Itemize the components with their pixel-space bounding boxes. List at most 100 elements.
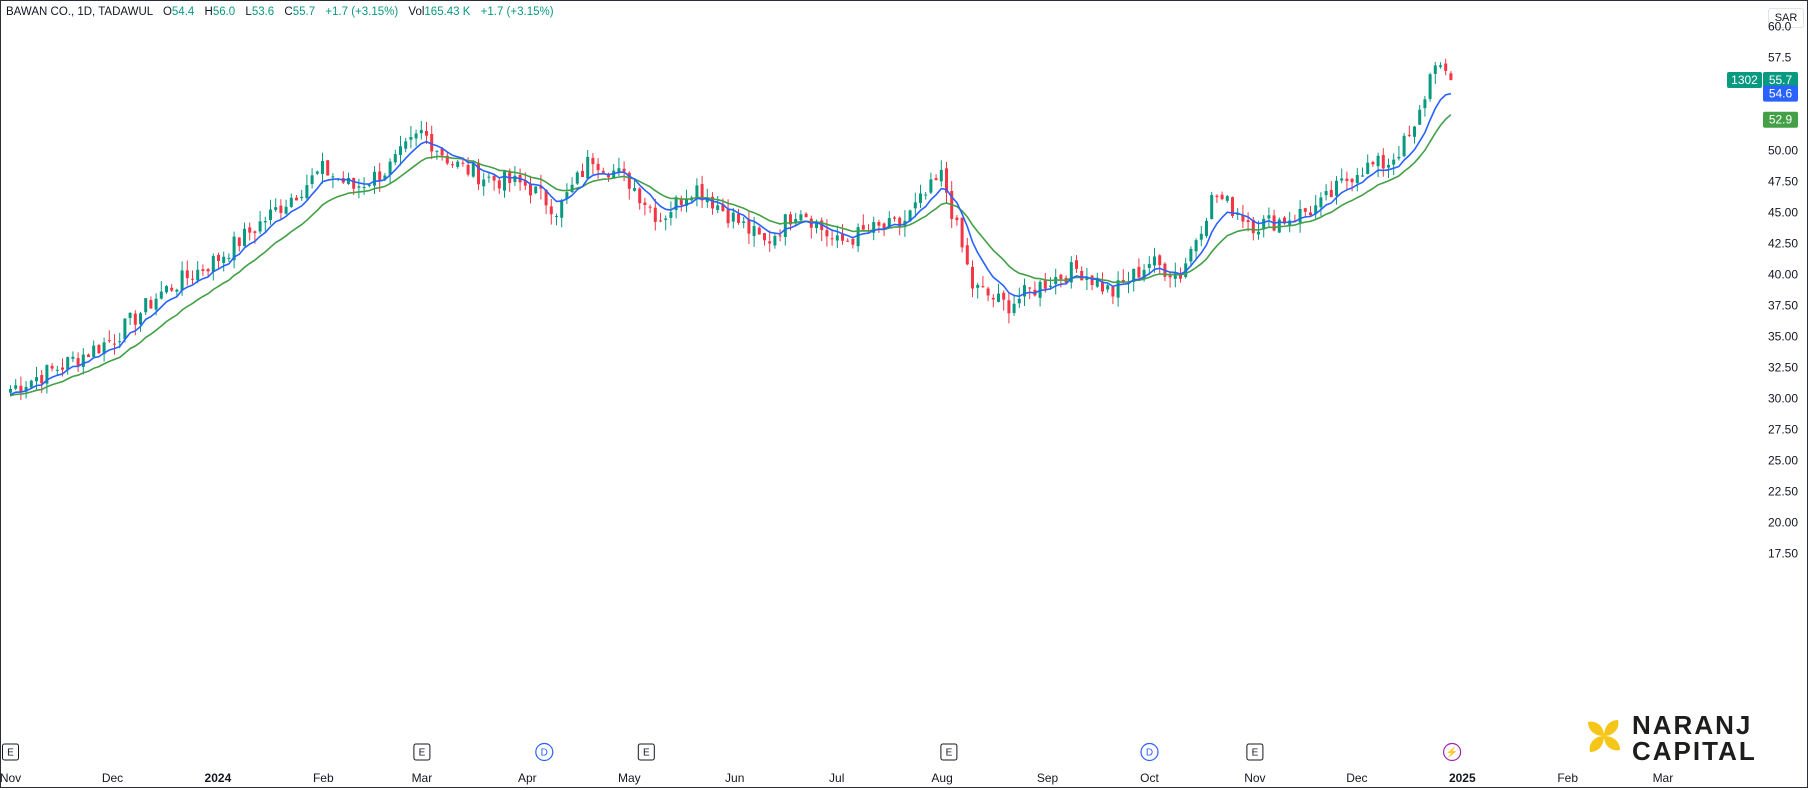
- candle-body: [882, 223, 886, 230]
- candle-body: [1153, 256, 1156, 266]
- candle-body: [747, 219, 751, 234]
- x-tick-label: Oct: [1140, 771, 1159, 785]
- x-tick-label: May: [618, 771, 641, 785]
- candle-body: [1049, 285, 1052, 287]
- candle-body: [1241, 215, 1245, 222]
- candle-body: [165, 286, 168, 293]
- candle-body: [14, 385, 18, 389]
- earnings-marker[interactable]: [1246, 743, 1264, 761]
- candle-body: [627, 172, 631, 189]
- earnings-marker-letter: E: [1252, 748, 1259, 759]
- candle-body: [1080, 270, 1084, 281]
- x-tick-label: 2025: [1449, 771, 1476, 785]
- candle-body: [893, 217, 896, 219]
- candle-body: [435, 150, 439, 152]
- candle-body: [451, 164, 454, 166]
- last-price-tag: 55.7: [1769, 73, 1793, 87]
- candle-body: [685, 199, 688, 206]
- ema-slow-tag: 52.9: [1769, 113, 1793, 127]
- candle-body: [97, 345, 101, 354]
- candle-body: [835, 235, 839, 241]
- y-tick-label: 25.00: [1768, 454, 1798, 468]
- candle-body: [1335, 180, 1338, 196]
- candle-body: [934, 178, 938, 181]
- candle-body: [24, 386, 28, 392]
- candle-body: [622, 168, 626, 172]
- candle-body: [107, 340, 111, 342]
- dividend-marker[interactable]: [1140, 742, 1159, 762]
- candle-body: [487, 176, 491, 178]
- candle-body: [461, 162, 465, 164]
- x-tick-label: Apr: [518, 771, 537, 785]
- candle-body: [357, 186, 361, 188]
- earnings-marker[interactable]: [637, 743, 655, 761]
- currency-button[interactable]: SAR: [1768, 8, 1804, 28]
- candle-body: [1111, 286, 1115, 297]
- candle-body: [1413, 126, 1416, 137]
- candle-body: [1199, 233, 1203, 240]
- candle-body: [1387, 164, 1390, 168]
- split-marker[interactable]: [1442, 742, 1462, 762]
- candle-body: [378, 171, 382, 182]
- dividend-marker[interactable]: [535, 742, 554, 762]
- x-tick-label: 2024: [205, 771, 232, 785]
- x-tick-label: Nov: [1244, 771, 1265, 785]
- candle-body: [367, 184, 371, 186]
- candle-body: [289, 197, 293, 207]
- candle-body: [128, 312, 132, 318]
- candle-body: [1324, 191, 1328, 196]
- candle-body: [71, 356, 75, 359]
- candle-body: [1090, 275, 1094, 285]
- earnings-marker[interactable]: [940, 743, 958, 761]
- candle-body: [45, 365, 49, 384]
- candle-body: [1303, 208, 1307, 212]
- ema-fast-tag-bg: [1763, 85, 1798, 102]
- candle-body: [419, 129, 423, 134]
- candle-body: [846, 240, 850, 242]
- candle-body: [1205, 220, 1208, 236]
- candle-body: [794, 219, 798, 224]
- candle-body: [581, 170, 584, 178]
- candle-body: [399, 146, 402, 156]
- candle-body: [851, 238, 855, 245]
- candle-body: [643, 202, 647, 206]
- candle-body: [310, 175, 314, 185]
- candle-body: [1069, 262, 1073, 283]
- earnings-marker-letter: E: [946, 748, 953, 759]
- candle-body: [1444, 63, 1448, 71]
- naranj-logo-icon: [1588, 720, 1620, 752]
- candle-body: [669, 212, 673, 218]
- candle-body: [456, 161, 460, 167]
- candle-body: [170, 287, 174, 291]
- candle-body: [877, 221, 881, 226]
- low-label: L: [245, 6, 252, 18]
- candle-body: [1215, 195, 1219, 198]
- candle-body: [61, 367, 64, 370]
- candle-body: [711, 196, 714, 209]
- candle-body: [191, 278, 194, 280]
- candle-body: [789, 214, 792, 225]
- earnings-marker[interactable]: [413, 743, 431, 761]
- candle-body: [222, 256, 226, 263]
- high-label: H: [204, 6, 213, 18]
- candle-body: [1210, 194, 1214, 220]
- candle-body: [1043, 280, 1047, 289]
- candle-body: [149, 300, 153, 309]
- candle-body: [196, 269, 200, 281]
- candle-body: [841, 234, 844, 241]
- y-tick-label: 17.50: [1768, 547, 1798, 561]
- y-tick-label: 42.50: [1768, 237, 1798, 251]
- candle-body: [1173, 273, 1177, 279]
- earnings-marker[interactable]: [2, 743, 19, 761]
- candle-body: [757, 227, 761, 235]
- candle-body: [1366, 162, 1370, 174]
- symbol-label[interactable]: BAWAN CO., 1D, TADAWUL: [6, 6, 153, 18]
- candle-body: [601, 170, 605, 173]
- close-value: 55.7: [292, 6, 316, 18]
- candle-body: [716, 205, 720, 211]
- countdown-tag: 1302: [1731, 73, 1758, 87]
- candle-body: [279, 205, 283, 213]
- candle-body: [154, 298, 158, 310]
